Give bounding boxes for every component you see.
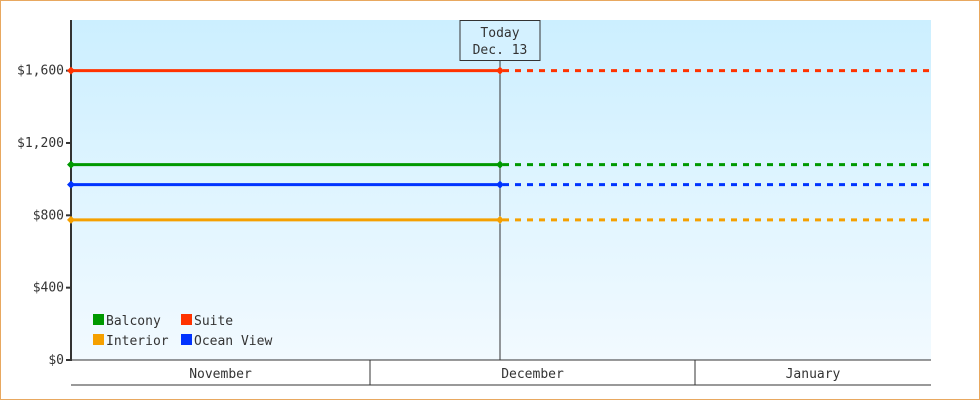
ocean-view-point [67,180,75,189]
legend-swatch [181,314,192,325]
y-tick-label: $1,600 [17,64,64,79]
x-month-label: November [189,367,252,382]
balcony-point [67,160,75,169]
x-month-label: December [501,367,564,382]
suite-point [67,66,75,75]
ocean-view-point [496,180,504,189]
y-tick-label: $400 [33,281,64,296]
today-box [459,20,541,61]
legend-label: Interior [106,334,169,349]
legend-label: Suite [194,314,233,329]
x-month-label: January [786,367,841,382]
y-tick-label: $0 [48,353,64,368]
today-date: Dec. 13 [473,43,528,58]
legend-label: Balcony [106,314,161,329]
legend-label: Ocean View [194,334,272,349]
today-label: Today [480,26,519,41]
legend-swatch [93,334,104,345]
y-tick-label: $800 [33,208,64,223]
legend-swatch [181,334,192,345]
interior-point [496,215,504,224]
plot-area [71,20,931,360]
balcony-point [496,160,504,169]
y-tick-label: $1,200 [17,136,64,151]
suite-point [496,66,504,75]
legend-swatch [93,314,104,325]
interior-point [67,215,75,224]
